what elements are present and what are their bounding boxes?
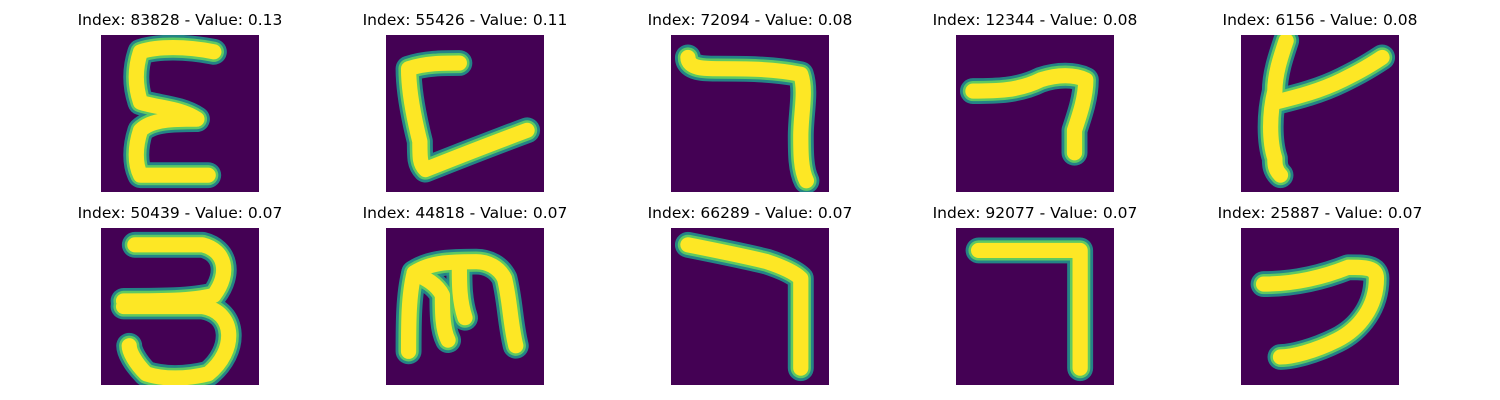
digit-image [386,228,544,385]
panel-title: Index: 12344 - Value: 0.08 [932,11,1138,29]
digit-stroke [680,49,815,189]
digit-stroke [965,68,1094,161]
image-panel: Index: 25887 - Value: 0.07 [1170,193,1470,385]
panel-title: Index: 66289 - Value: 0.07 [647,204,853,222]
image-panel: Index: 44818 - Value: 0.07 [315,193,615,385]
digit-image [956,35,1114,192]
image-panel: Index: 12344 - Value: 0.08 [885,0,1185,192]
digit-image [101,35,259,192]
digit-stroke [1267,49,1390,110]
digit-image [1241,35,1399,192]
digit-strokes [386,228,544,385]
panel-title: Index: 92077 - Value: 0.07 [932,204,1138,222]
panel-title: Index: 72094 - Value: 0.08 [647,11,853,29]
digit-image [671,228,829,385]
panel-title: Index: 50439 - Value: 0.07 [77,204,283,222]
digit-stroke [115,298,237,385]
image-panel: Index: 50439 - Value: 0.07 [30,193,330,385]
digit-stroke [128,40,222,183]
digit-stroke [400,55,535,178]
digit-stroke [451,259,473,326]
digit-image [101,228,259,385]
image-panel: Index: 6156 - Value: 0.08 [1170,0,1470,192]
digit-strokes [1241,35,1399,192]
digit-strokes [1241,228,1399,385]
digit-strokes [671,228,829,385]
digit-strokes [956,35,1114,192]
digit-strokes [956,228,1114,385]
digit-strokes [671,35,829,192]
digit-image [386,35,544,192]
panel-title: Index: 83828 - Value: 0.13 [77,11,283,29]
digit-stroke [1255,259,1385,365]
panel-title: Index: 55426 - Value: 0.11 [362,11,568,29]
digit-stroke [400,254,524,359]
panel-title: Index: 6156 - Value: 0.08 [1222,11,1418,29]
image-panel: Index: 72094 - Value: 0.08 [600,0,900,192]
digit-image [1241,228,1399,385]
panel-title: Index: 44818 - Value: 0.07 [362,204,568,222]
digit-strokes [101,228,259,385]
digit-stroke [406,265,456,348]
digit-stroke [1263,35,1294,183]
image-panel: Index: 55426 - Value: 0.11 [315,0,615,192]
digit-strokes [386,35,544,192]
panel-title: Index: 25887 - Value: 0.07 [1217,204,1423,222]
image-panel: Index: 92077 - Value: 0.07 [885,193,1185,385]
digit-stroke [680,237,809,376]
digit-strokes [101,35,259,192]
digit-stroke [970,242,1088,376]
digit-image [671,35,829,192]
image-panel: Index: 83828 - Value: 0.13 [30,0,330,192]
image-panel: Index: 66289 - Value: 0.07 [600,193,900,385]
digit-image [956,228,1114,385]
